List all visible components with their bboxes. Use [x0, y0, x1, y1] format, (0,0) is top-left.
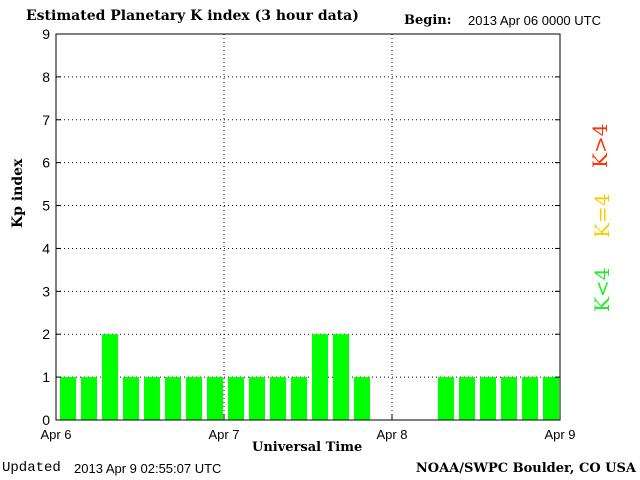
kp-bar [333, 334, 349, 420]
y-tick-label: 3 [42, 283, 50, 299]
legend-low: K<4 [590, 267, 614, 312]
kp-bar [81, 377, 97, 420]
y-tick-label: 1 [42, 369, 50, 385]
kp-bar [165, 377, 181, 420]
y-tick-label: 4 [42, 240, 50, 256]
y-tick-label: 6 [42, 155, 50, 171]
chart-title: Estimated Planetary K index (3 hour data… [26, 8, 359, 24]
kp-bar [459, 377, 475, 420]
plot-frame [55, 33, 561, 421]
kp-bar [270, 377, 286, 420]
kp-bar [144, 377, 160, 420]
kp-bar [354, 377, 370, 420]
credit-text: NOAA/SWPC Boulder, CO USA [415, 461, 636, 476]
updated-label: Updated [2, 460, 61, 476]
legend-mid: K=4 [590, 193, 614, 238]
kp-bar [123, 377, 139, 420]
kp-bar [102, 334, 118, 420]
kp-bar [249, 377, 265, 420]
y-tick-label: 9 [42, 26, 50, 42]
begin-value: 2013 Apr 06 0000 UTC [468, 13, 601, 28]
kp-bar [522, 377, 538, 420]
x-tick-label: Apr 9 [544, 427, 575, 442]
kp-bar [543, 377, 559, 420]
kp-bar [438, 377, 454, 420]
updated-value: 2013 Apr 9 02:55:07 UTC [74, 461, 222, 476]
kp-bar [312, 334, 328, 420]
x-tick-label: Apr 6 [40, 427, 71, 442]
x-tick-label: Apr 8 [376, 427, 407, 442]
legend-high: K>4 [588, 123, 612, 168]
kp-bar [207, 377, 223, 420]
y-tick-label: 0 [42, 412, 50, 428]
kp-bar [501, 377, 517, 420]
x-axis-label: Universal Time [252, 440, 363, 455]
x-tick-label: Apr 7 [208, 427, 239, 442]
kp-bar [480, 377, 496, 420]
begin-label: Begin: [404, 13, 452, 28]
y-axis-label: Kp index [10, 158, 26, 228]
y-tick-label: 7 [42, 112, 50, 128]
kp-bar [228, 377, 244, 420]
kp-bar [60, 377, 76, 420]
kp-bar [291, 377, 307, 420]
y-tick-label: 5 [42, 198, 50, 214]
kp-bar [186, 377, 202, 420]
y-tick-label: 8 [42, 69, 50, 85]
y-tick-label: 2 [42, 326, 50, 342]
